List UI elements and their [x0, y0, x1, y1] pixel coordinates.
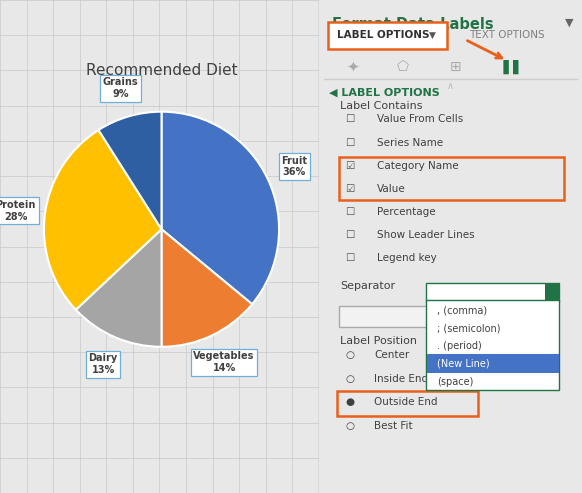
Text: ○: ○: [345, 350, 354, 360]
Text: Protein
28%: Protein 28%: [0, 200, 36, 222]
Wedge shape: [44, 130, 162, 310]
Text: ☐: ☐: [345, 207, 354, 217]
Text: ●: ●: [345, 397, 354, 407]
Text: ☐: ☐: [345, 138, 354, 147]
Text: Label Contains: Label Contains: [340, 101, 423, 111]
Text: Outside End: Outside End: [374, 397, 438, 407]
Text: TEXT OPTIONS: TEXT OPTIONS: [469, 31, 545, 40]
FancyBboxPatch shape: [545, 283, 560, 301]
Text: Inside End: Inside End: [374, 374, 428, 384]
Text: Dairy
13%: Dairy 13%: [88, 353, 118, 375]
Wedge shape: [161, 229, 252, 347]
Text: Format Data Labels: Format Data Labels: [332, 17, 494, 32]
Text: ✦: ✦: [347, 60, 360, 74]
Text: ⬠: ⬠: [397, 60, 409, 74]
FancyBboxPatch shape: [328, 22, 446, 49]
Wedge shape: [161, 112, 279, 304]
Text: ☐: ☐: [345, 230, 354, 240]
Text: . (period): . (period): [437, 341, 482, 351]
Text: Reset Label Text: Reset Label Text: [360, 312, 441, 321]
Text: (New Line): (New Line): [437, 359, 490, 369]
FancyBboxPatch shape: [427, 354, 559, 373]
Text: ▼: ▼: [430, 31, 436, 40]
Text: Category Name: Category Name: [377, 161, 459, 171]
Wedge shape: [98, 112, 162, 229]
Wedge shape: [76, 229, 162, 347]
FancyBboxPatch shape: [339, 306, 462, 327]
Text: ◀ LABEL OPTIONS: ◀ LABEL OPTIONS: [329, 87, 440, 97]
Text: Separator: Separator: [340, 281, 395, 291]
Text: ; (semicolon): ; (semicolon): [437, 323, 501, 333]
Text: Grains
9%: Grains 9%: [102, 77, 139, 99]
Text: ∧: ∧: [447, 81, 454, 91]
Text: Percentage: Percentage: [377, 207, 435, 217]
Text: ▼: ▼: [549, 288, 556, 297]
Text: ▼: ▼: [565, 17, 573, 27]
Text: Vegetables
14%: Vegetables 14%: [193, 352, 255, 373]
Title: Recommended Diet: Recommended Diet: [86, 63, 237, 78]
Text: ○: ○: [345, 421, 354, 431]
Text: , (comma): , (comma): [437, 306, 488, 316]
Text: ▐▐: ▐▐: [498, 60, 519, 74]
FancyBboxPatch shape: [426, 300, 559, 390]
Text: ⊞: ⊞: [450, 60, 462, 74]
Text: Center: Center: [374, 350, 409, 360]
Text: Label Position: Label Position: [340, 336, 417, 346]
Text: Value From Cells: Value From Cells: [377, 114, 463, 124]
Text: (space): (space): [437, 377, 474, 387]
Text: ☑: ☑: [345, 184, 354, 194]
Text: Legend key: Legend key: [377, 253, 436, 263]
Text: ☐: ☐: [345, 253, 354, 263]
Text: Show Leader Lines: Show Leader Lines: [377, 230, 474, 240]
Text: Fruit
36%: Fruit 36%: [282, 156, 307, 177]
Text: Series Name: Series Name: [377, 138, 443, 147]
Text: ☐: ☐: [345, 114, 354, 124]
Text: ○: ○: [345, 374, 354, 384]
Text: LABEL OPTIONS: LABEL OPTIONS: [338, 31, 430, 40]
Text: ☑: ☑: [345, 161, 354, 171]
Text: Value: Value: [377, 184, 406, 194]
FancyBboxPatch shape: [426, 283, 559, 302]
Text: Best Fit: Best Fit: [374, 421, 413, 431]
